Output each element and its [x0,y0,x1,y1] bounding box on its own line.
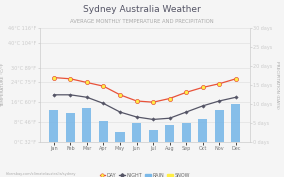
Bar [49,110,59,142]
Bar [82,108,91,142]
Bar [132,123,141,142]
Bar [149,130,158,142]
Text: Sydney Australia Weather: Sydney Australia Weather [83,5,201,14]
Y-axis label: TEMPERATURE °C/°F: TEMPERATURE °C/°F [1,63,5,107]
Bar [165,125,174,142]
Bar [116,132,125,142]
Bar [182,123,191,142]
Y-axis label: PRECIPITATION (DAYS): PRECIPITATION (DAYS) [275,61,279,109]
Legend: DAY, NIGHT, RAIN, SNOW: DAY, NIGHT, RAIN, SNOW [98,171,192,177]
Text: AVERAGE MONTHLY TEMPERATURE AND PRECIPITATION: AVERAGE MONTHLY TEMPERATURE AND PRECIPIT… [70,19,214,24]
Bar [66,113,75,142]
Bar [99,121,108,142]
Text: hikersbay.com/climate/australia/sydney: hikersbay.com/climate/australia/sydney [6,172,76,176]
Bar [231,104,240,142]
Bar [198,119,207,142]
Bar [215,110,224,142]
